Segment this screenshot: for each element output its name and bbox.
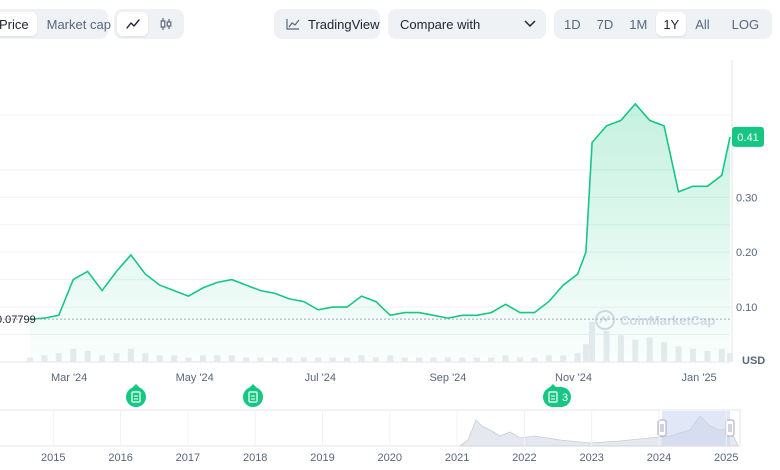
coinmarketcap-watermark: CoinMarketCap — [595, 310, 715, 330]
range-7d[interactable]: 7D — [596, 16, 614, 32]
range-navigator[interactable]: 2014201520162017201820192020202120222023… — [0, 409, 741, 464]
navigator-selection[interactable] — [662, 411, 730, 445]
navigator-year-label: 2016 — [108, 452, 132, 464]
navigator-year-label: 2021 — [445, 452, 469, 464]
news-annotation[interactable] — [243, 384, 263, 407]
x-tick-label: Nov '24 — [555, 372, 592, 384]
y-tick-label: 0.10 — [736, 302, 757, 314]
candlestick-icon[interactable] — [150, 12, 181, 36]
range-1d[interactable]: 1D — [564, 16, 581, 32]
view-toggle: Price Market cap — [0, 9, 111, 39]
x-tick-label: Jul '24 — [305, 372, 336, 384]
y-tick-label: 0.20 — [736, 247, 757, 259]
navigator-year-label: 2018 — [243, 452, 267, 464]
line-chart-icon[interactable] — [117, 12, 148, 36]
range-handle-icon[interactable] — [657, 419, 667, 437]
range-all[interactable]: All — [695, 16, 710, 32]
range-log[interactable]: LOG — [731, 16, 760, 32]
chart-type-toggle — [114, 9, 184, 39]
current-price-badge — [732, 126, 764, 147]
price-line — [29, 102, 731, 320]
price-tab[interactable]: Price — [0, 12, 37, 36]
compare-label: Compare with — [400, 16, 481, 32]
tradingview-label: TradingView — [308, 16, 380, 32]
x-tick-label: Sep '24 — [429, 372, 466, 384]
navigator-year-label: 2023 — [579, 452, 603, 464]
navigator-year-label: 2017 — [176, 452, 200, 464]
annotation-count: 3 — [562, 392, 568, 404]
trend-icon — [286, 19, 300, 30]
chevron-down-icon — [524, 20, 536, 28]
compare-select[interactable]: Compare with — [388, 9, 546, 39]
news-icon — [131, 391, 141, 403]
navigator-year-label: 2020 — [378, 452, 402, 464]
y-tick-label: 0.30 — [736, 192, 757, 204]
navigator-year-label: 2024 — [647, 452, 671, 464]
news-annotation[interactable] — [126, 384, 146, 407]
range-1m[interactable]: 1M — [629, 16, 648, 32]
x-tick-label: Jan '25 — [682, 372, 717, 384]
navigator-frame — [0, 409, 741, 447]
marketcap-tab[interactable]: Market cap — [46, 16, 111, 32]
price-area — [30, 103, 730, 363]
tradingview-button[interactable]: TradingView — [274, 9, 380, 39]
svg-text:CoinMarketCap: CoinMarketCap — [620, 313, 715, 328]
range-1y[interactable]: 1Y — [656, 12, 687, 36]
x-tick-label: Mar '24 — [51, 372, 87, 384]
navigator-year-label: 2025 — [714, 452, 738, 464]
navigator-year-label: 2015 — [41, 452, 65, 464]
news-annotation[interactable]: 3 — [543, 384, 571, 407]
navigator-year-label: 2019 — [310, 452, 334, 464]
x-tick-label: May '24 — [176, 372, 214, 384]
range-handle-icon[interactable] — [725, 419, 735, 437]
news-icon — [548, 391, 558, 403]
navigator-year-label: 2022 — [512, 452, 536, 464]
news-icon — [248, 391, 258, 403]
current-price-label: 0.41 — [737, 132, 758, 144]
open-price-label: 0.07799 — [0, 314, 36, 326]
currency-label: USD — [742, 355, 765, 367]
